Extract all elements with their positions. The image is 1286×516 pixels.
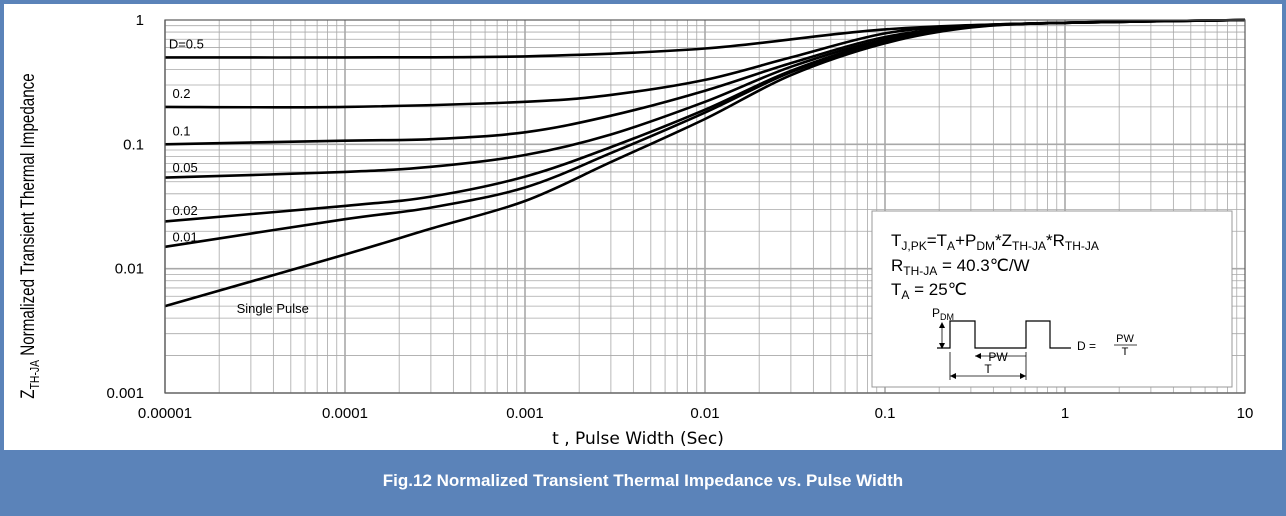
t-label: T <box>984 362 992 376</box>
x-tick-label: 10 <box>1237 405 1254 422</box>
curve-group <box>164 18 1246 308</box>
duty-denominator: T <box>1122 346 1129 358</box>
x-tick-label: 1 <box>1061 405 1069 422</box>
pulse-diagram: PDM PW T D = PW T <box>932 306 1137 380</box>
transient-impedance-chart: 0.00001 0.0001 0.001 0.01 0.1 1 10 0.0010.010.… <box>16 12 1253 449</box>
y-tick-label: 0.001 <box>106 385 144 402</box>
y-tick-label: 0.1 <box>123 136 144 153</box>
pdm-label: PDM <box>932 306 954 322</box>
duty-eq-label: D = <box>1077 339 1096 353</box>
y-tick-labels: 0.001 0.01 0.1 1 <box>106 12 144 402</box>
y-tick-label: 1 <box>136 12 144 29</box>
junction-temp-equation: TJ,PK=TA+PDM*ZTH-JA*RTH-JA <box>891 231 1099 253</box>
series-label: 0.02 <box>172 203 197 218</box>
t-arrow-left <box>950 373 956 379</box>
duty-numerator: PW <box>1116 333 1134 345</box>
plot-border <box>164 19 1246 394</box>
thermal-resistance-value: RTH-JA = 40.3℃/W <box>891 256 1030 278</box>
info-box: TJ,PK=TA+PDM*ZTH-JA*RTH-JA RTH-JA = 40.3… <box>871 210 1233 388</box>
x-tick-label: 0.00001 <box>138 405 192 422</box>
series-label: D=0.5 <box>169 36 204 51</box>
ambient-temp-value: TA = 25℃ <box>891 280 967 302</box>
x-tick-label: 0.01 <box>690 405 719 422</box>
series-label: Single Pulse <box>237 301 309 316</box>
figure-caption: Fig.12 Normalized Transient Thermal Impe… <box>382 471 904 490</box>
y-tick-label: 0.01 <box>115 261 144 278</box>
series-label: 0.05 <box>172 160 197 175</box>
series-label: 0.2 <box>172 86 190 101</box>
series-label: 0.1 <box>172 123 190 138</box>
t-arrow-right <box>1020 373 1026 379</box>
series-line <box>164 18 1246 308</box>
x-tick-labels: 0.00001 0.0001 0.001 0.01 0.1 1 10 <box>138 405 1253 422</box>
series-labels: D=0.5 0.2 0.1 0.05 0.02 0.01 Single Pulse <box>169 36 309 316</box>
pdm-arrow-down <box>939 343 945 349</box>
info-box-border <box>871 210 1233 388</box>
pulse-waveform <box>937 320 1071 349</box>
pw-label: PW <box>988 350 1008 364</box>
x-tick-label: 0.1 <box>875 405 896 422</box>
caption-bar: Fig.12 Normalized Transient Thermal Impe… <box>4 450 1282 512</box>
pdm-arrow-up <box>939 322 945 328</box>
y-axis-title: ZTH-JA Normalized Transient Thermal Impe… <box>16 73 42 398</box>
pw-arrow-head <box>975 353 981 359</box>
x-tick-label: 0.001 <box>506 405 544 422</box>
x-axis-title: t , Pulse Width (Sec) <box>552 429 724 449</box>
x-tick-label: 0.0001 <box>322 405 368 422</box>
series-label: 0.01 <box>172 230 197 245</box>
